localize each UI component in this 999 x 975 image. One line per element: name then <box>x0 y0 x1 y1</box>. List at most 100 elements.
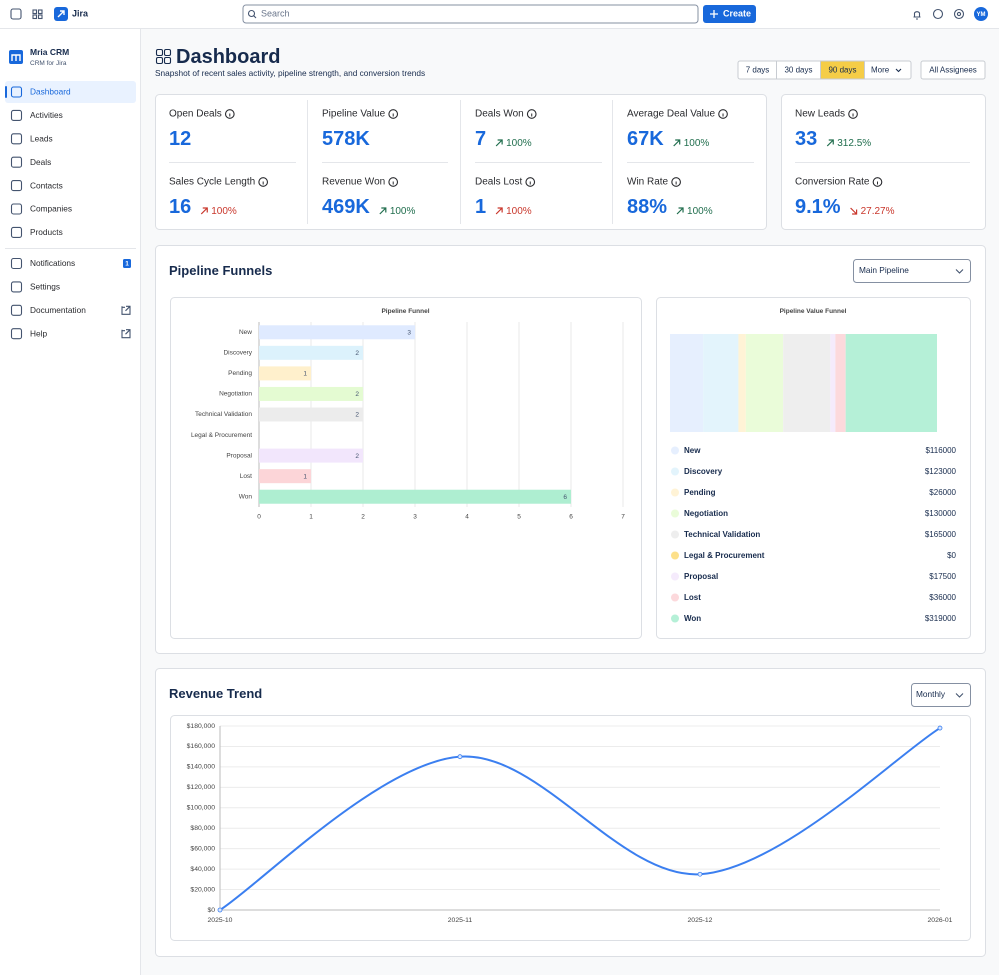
trend-arrow <box>379 207 387 215</box>
avatar[interactable] <box>974 7 988 21</box>
nav-item[interactable]: Leads <box>30 133 53 143</box>
legend-label: Legal & Procurement <box>684 551 765 560</box>
bar <box>259 448 363 463</box>
info-icon <box>526 109 537 119</box>
chart-title: Pipeline Value Funnel <box>780 308 847 315</box>
info-icon <box>671 177 681 187</box>
kpi-value: 88% <box>627 196 667 218</box>
y-tick-label: Technical Validation <box>195 411 252 418</box>
legend-dot <box>671 572 679 581</box>
trend-arrow <box>850 207 858 215</box>
avatar-initials: YM <box>977 12 986 18</box>
funnel-segment <box>845 334 937 432</box>
nav-item[interactable]: Settings <box>30 282 60 292</box>
legend-dot <box>671 593 679 602</box>
line-marker <box>457 754 463 760</box>
search-placeholder: Search <box>261 8 290 18</box>
legend-value: $26000 <box>929 488 956 497</box>
brand-name: Mria CRM <box>30 47 69 57</box>
sidebar-toggle[interactable] <box>10 8 22 20</box>
range-button[interactable]: 30 days <box>784 66 812 75</box>
kpi-change: 100% <box>506 206 532 217</box>
kpi-value: 578K <box>322 128 370 150</box>
y-tick-label: $80,000 <box>190 825 215 832</box>
legend-value: $116000 <box>925 446 956 455</box>
range-button[interactable]: 90 days <box>828 66 856 75</box>
nav-item[interactable]: Deals <box>30 157 51 167</box>
nav-item[interactable]: Help <box>30 328 47 338</box>
nav-item[interactable]: Activities <box>30 110 63 120</box>
search-box[interactable] <box>242 4 699 24</box>
kpi-change: 312.5% <box>837 138 871 149</box>
help-icon[interactable] <box>932 8 944 20</box>
y-tick-label: $60,000 <box>190 845 215 852</box>
apps-icon[interactable] <box>32 9 43 20</box>
assignee-filter[interactable] <box>920 60 986 80</box>
nav-icon <box>10 281 23 293</box>
y-tick-label: $100,000 <box>187 805 216 812</box>
line-series <box>219 727 941 911</box>
nav-item[interactable]: Dashboard <box>30 87 71 97</box>
funnel-segment <box>835 334 846 432</box>
period-select[interactable] <box>911 683 971 707</box>
legend-value: $36000 <box>929 593 956 602</box>
legend-value: $17500 <box>929 572 956 581</box>
bar-value-label: 1 <box>303 473 307 480</box>
nav-item[interactable]: Companies <box>30 204 72 214</box>
kpi-label: Open Deals <box>169 109 222 120</box>
page-subtitle: Snapshot of recent sales activity, pipel… <box>155 68 425 78</box>
y-tick-label: $180,000 <box>187 723 216 730</box>
kpi-value: 9.1% <box>795 196 841 218</box>
nav-item[interactable]: Products <box>30 227 63 237</box>
y-tick-label: New <box>239 329 252 336</box>
x-tick-label: 3 <box>413 514 417 521</box>
legend-label: Pending <box>684 488 716 497</box>
funnel-segment <box>670 334 704 432</box>
range-active-bg <box>820 61 865 79</box>
info-icon <box>848 109 858 119</box>
x-tick-label: 2025-12 <box>688 917 713 924</box>
nav-icon <box>10 180 23 192</box>
y-tick-label: Lost <box>240 473 252 480</box>
y-tick-label: Legal & Procurement <box>191 432 252 439</box>
bar <box>259 325 415 340</box>
x-tick-label: 5 <box>517 514 521 521</box>
range-button[interactable]: 7 days <box>746 66 770 75</box>
y-tick-label: Negotiation <box>219 391 252 398</box>
kpi-change: 100% <box>390 206 416 217</box>
info-icon <box>872 177 883 187</box>
bar-value-label: 6 <box>563 494 567 501</box>
nav-icon <box>10 133 23 145</box>
info-icon <box>224 109 235 119</box>
pipeline-select[interactable] <box>853 259 971 283</box>
brand-subtitle: CRM for Jira <box>30 60 67 67</box>
nav-icon <box>10 203 23 215</box>
bar-value-label: 2 <box>355 412 359 419</box>
legend-dot <box>671 488 679 497</box>
section-title: Revenue Trend <box>169 686 262 701</box>
nav-item[interactable]: Documentation <box>30 305 86 315</box>
bar <box>259 386 363 401</box>
notifications-icon[interactable] <box>913 11 921 20</box>
trend-arrow <box>676 207 684 215</box>
funnel-segment <box>830 334 836 432</box>
nav-icon <box>10 328 23 340</box>
kpi-label: Average Deal Value <box>627 109 715 120</box>
settings-icon[interactable] <box>953 8 965 20</box>
funnel-segment <box>783 334 831 432</box>
info-icon <box>388 109 399 119</box>
bar-value-label: 3 <box>407 329 411 336</box>
nav-active-bg <box>5 81 136 103</box>
y-tick-label: $40,000 <box>190 866 215 873</box>
nav-item[interactable]: Notifications <box>30 258 75 268</box>
nav-icon <box>10 257 23 270</box>
nav-item[interactable]: Contacts <box>30 180 63 190</box>
range-more[interactable]: More <box>871 66 890 75</box>
kpi-change: 100% <box>684 138 710 149</box>
create-button[interactable] <box>703 5 756 23</box>
line-marker <box>697 871 703 877</box>
bar <box>259 407 363 422</box>
legend-value: $123000 <box>925 467 957 476</box>
search-icon-handle <box>253 15 257 19</box>
info-icon <box>388 177 399 187</box>
